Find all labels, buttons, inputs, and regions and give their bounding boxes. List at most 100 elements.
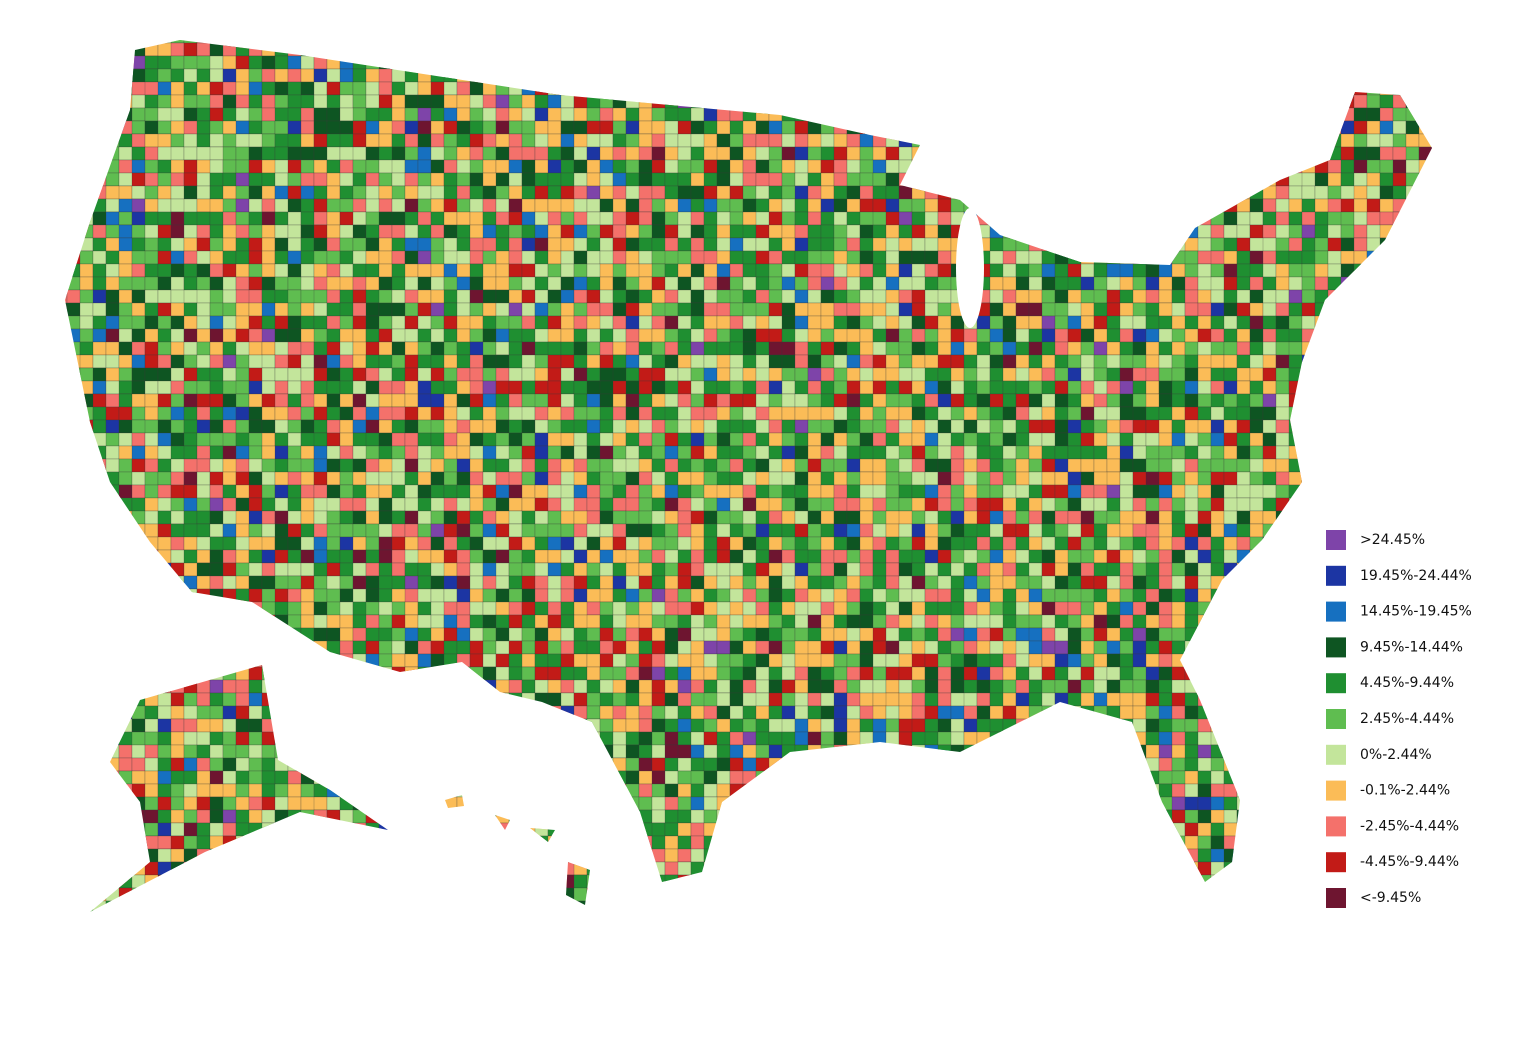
county [261,172,276,187]
county [612,588,627,603]
county [508,42,523,57]
county [482,458,497,473]
county [157,510,172,525]
county [755,614,770,629]
county [495,328,510,343]
county [794,393,809,408]
county [170,393,185,408]
county [768,81,783,96]
county [79,250,94,265]
county [28,589,41,602]
county [1067,94,1095,109]
county [1405,458,1420,473]
county [989,198,1004,213]
county [1132,159,1160,174]
county [781,224,796,239]
county [443,588,458,603]
county [144,458,159,473]
county [1353,393,1368,408]
county [976,562,991,577]
county [261,250,276,265]
county [105,40,120,44]
county [885,276,900,291]
county [443,42,458,57]
county [443,393,458,408]
county [1028,133,1056,148]
county [417,146,432,161]
county [248,549,263,564]
county [1236,133,1251,148]
county [300,575,315,590]
county [352,536,367,551]
county [534,302,549,317]
county [625,510,640,525]
county [898,68,913,83]
county [820,263,835,278]
county [1223,146,1251,161]
county [118,107,133,122]
county [1197,263,1212,278]
county [911,510,926,525]
county [65,211,81,226]
county [690,40,718,44]
county [846,250,861,265]
county [1366,419,1381,434]
county [1301,510,1316,525]
county [1314,224,1329,239]
county [781,42,809,57]
county [950,40,978,44]
county [1340,328,1355,343]
county [677,575,692,590]
county [456,445,471,460]
county [79,55,94,70]
county [443,159,458,174]
county [157,94,172,109]
county [248,198,263,213]
county [1197,380,1212,395]
county [1327,250,1342,265]
county [1054,419,1069,434]
county [1054,120,1069,135]
county [1431,549,1432,564]
county [586,549,601,564]
county [1431,211,1432,226]
county [638,380,653,395]
county [1236,315,1251,330]
county [339,601,354,616]
county [1249,471,1264,486]
county [41,355,54,368]
county [911,328,926,343]
county [352,263,367,278]
county [638,432,653,447]
county [1197,198,1212,213]
county [989,55,1004,70]
county [1132,133,1147,148]
county [495,40,510,44]
county [287,263,302,278]
county [1249,224,1264,239]
county [677,536,692,551]
county [287,510,302,525]
county [1262,250,1277,265]
county [65,107,68,122]
county [768,406,783,421]
county [1197,549,1212,564]
county [222,328,237,343]
county [1379,354,1394,369]
county [781,263,796,278]
county [703,107,718,122]
county [1171,42,1199,57]
county [170,406,185,421]
county [586,42,601,57]
county [573,250,588,265]
county [28,225,54,238]
county [937,276,952,291]
county [196,42,211,57]
county [131,185,146,200]
county [1145,315,1160,330]
county [924,172,939,187]
county [404,601,419,616]
county [248,497,263,512]
county [976,120,1004,135]
county [1093,484,1108,499]
